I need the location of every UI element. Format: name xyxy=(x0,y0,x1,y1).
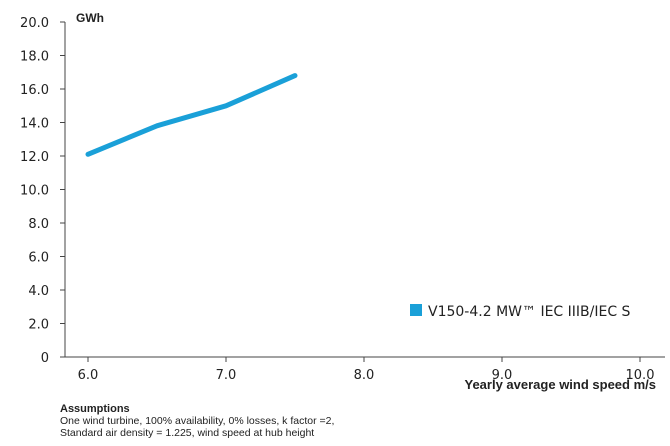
assumptions-line-1: One wind turbine, 100% availability, 0% … xyxy=(60,415,335,427)
y-axis: 0 2.0 4.0 6.0 8.0 10.0 12.0 14.0 16.0 18.0 20.0 xyxy=(20,16,66,366)
y-tick-label: 16.0 xyxy=(20,83,49,98)
series-line xyxy=(85,73,298,157)
y-tick-label: 20.0 xyxy=(20,16,49,31)
series-group xyxy=(85,73,298,157)
y-tick-label: 10.0 xyxy=(20,184,49,199)
x-tick-label: 8.0 xyxy=(354,368,375,383)
y-tick-label: 8.0 xyxy=(28,217,49,232)
y-tick-label: 4.0 xyxy=(28,284,49,299)
assumptions-note: Assumptions One wind turbine, 100% avail… xyxy=(60,403,334,439)
y-tick-label: 14.0 xyxy=(20,117,49,132)
legend-swatch xyxy=(410,304,422,316)
y-tick-label: 12.0 xyxy=(20,150,49,165)
assumptions-title: Assumptions xyxy=(60,403,130,415)
y-tick-label: 0 xyxy=(41,351,49,366)
x-tick-label: 6.0 xyxy=(78,368,99,383)
y-tick-label: 6.0 xyxy=(28,251,49,266)
legend-label: V150-4.2 MW™ IEC IIIB/IEC S xyxy=(428,304,631,320)
x-axis-title: Yearly average wind speed m/s xyxy=(465,377,657,392)
y-tick-label: 18.0 xyxy=(20,50,49,65)
x-axis: 6.0 7.0 8.0 9.0 10.0 xyxy=(65,356,665,383)
x-tick-label: 9.0 xyxy=(492,368,513,383)
assumptions-line-2: Standard air density = 1.225, wind speed… xyxy=(60,427,315,439)
x-tick-label: 7.0 xyxy=(216,368,237,383)
y-unit-label: GWh xyxy=(76,11,104,25)
y-tick-label: 2.0 xyxy=(28,318,49,333)
legend: V150-4.2 MW™ IEC IIIB/IEC S xyxy=(410,304,631,320)
x-tick-label: 10.0 xyxy=(626,368,655,383)
line-chart: 0 2.0 4.0 6.0 8.0 10.0 12.0 14.0 16.0 18.0 20.0 6.… xyxy=(20,11,665,392)
